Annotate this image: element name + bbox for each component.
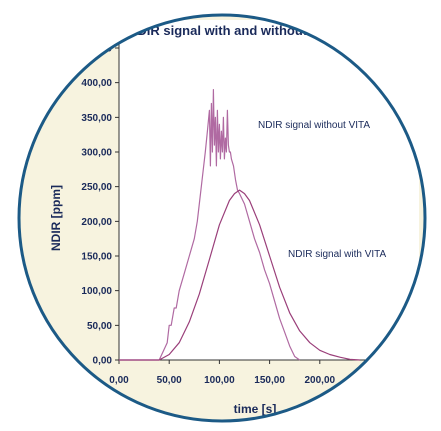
x-tick-label: 100,00 [204,375,235,386]
circular-frame [17,13,427,423]
x-tick-label: 150,00 [254,375,285,386]
y-tick-label: 100,00 [81,286,112,297]
x-axis-label: time [s] [234,402,277,416]
y-tick-label: 200,00 [81,217,112,228]
y-tick-label: 150,00 [81,252,112,263]
series-line-without-vita [119,88,301,361]
y-tick-label: 250,00 [81,182,112,193]
x-tick-label: 0,00 [109,375,129,386]
series-line-with-vita [119,189,361,361]
y-axis-label: NDIR [ppm] [49,185,63,251]
y-tick-label: 0,00 [93,356,113,367]
series-label-with-vita: NDIR signal with VITA [288,249,387,260]
series-label-without-vita: NDIR signal without VITA [258,120,370,131]
y-tick-label: 350,00 [81,113,112,124]
y-tick-label: 50,00 [87,321,112,332]
x-tick-label: 50,00 [157,375,182,386]
x-tick-label: 250,00 [355,375,386,386]
x-tick-label: 200,00 [305,375,336,386]
y-tick-label: 300,00 [81,148,112,159]
plot-area [119,20,419,360]
y-tick-label: 400,00 [81,78,112,89]
